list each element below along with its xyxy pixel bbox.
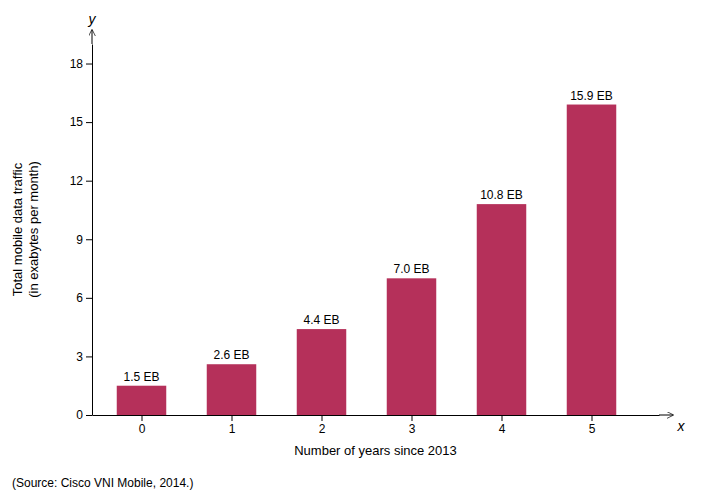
y-tick: 18: [70, 57, 92, 71]
x-tick-mark: [502, 415, 503, 421]
y-tick-label: 18: [70, 57, 84, 71]
data-labels: 1.5 EB 2.6 EB 4.4 EB 7.0 EB 10.8 EB 15.9 EB: [123, 89, 612, 384]
x-tick: 1: [229, 415, 236, 436]
y-tick-mark: [86, 298, 92, 299]
y-tick: 12: [70, 174, 92, 188]
y-tick-label: 9: [76, 233, 83, 247]
y-tick-mark: [86, 239, 92, 240]
x-tick: 5: [589, 415, 596, 436]
bar: [387, 278, 437, 415]
x-tick: 2: [319, 415, 326, 436]
x-tick: 3: [409, 415, 416, 436]
y-tick-mark: [86, 415, 92, 416]
y-tick: 9: [76, 233, 92, 247]
y-tick-label: 12: [70, 174, 84, 188]
bar: [567, 105, 617, 415]
x-tick-label: 2: [319, 422, 326, 436]
source-note: (Source: Cisco VNI Mobile, 2014.): [12, 476, 193, 490]
bar: [207, 364, 257, 415]
bars: [117, 105, 617, 415]
data-label: 4.4 EB: [303, 313, 339, 327]
bar: [117, 386, 167, 415]
x-tick: 4: [499, 415, 506, 436]
x-tick-label: 5: [589, 422, 596, 436]
bar: [477, 204, 527, 415]
y-tick-mark: [86, 356, 92, 357]
data-label: 1.5 EB: [123, 370, 159, 384]
x-tick-label: 3: [409, 422, 416, 436]
y-tick: 6: [76, 291, 92, 305]
y-axis-title: Total mobile data traffic(in exabytes pe…: [10, 161, 41, 298]
y-axis-line: [92, 45, 93, 416]
y-tick-label: 15: [70, 115, 84, 129]
x-axis-title: Number of years since 2013: [294, 443, 457, 458]
y-axis: 0 3 6 9 12 15 18: [70, 45, 93, 423]
x-tick-mark: [232, 415, 233, 421]
x-axis-arrow: [659, 415, 673, 416]
y-tick: 15: [70, 115, 92, 129]
x-tick-label: 0: [139, 422, 146, 436]
x-tick: 0: [139, 415, 146, 436]
y-tick-mark: [86, 122, 92, 123]
x-tick-mark: [142, 415, 143, 421]
y-tick: 0: [76, 408, 92, 422]
x-tick-mark: [592, 415, 593, 421]
data-label: 10.8 EB: [480, 188, 523, 202]
y-tick-mark: [86, 64, 92, 65]
data-label: 2.6 EB: [213, 348, 249, 362]
x-tick-mark: [412, 415, 413, 421]
bar: [297, 329, 347, 415]
y-axis-symbol: y: [88, 11, 97, 27]
y-tick: 3: [76, 350, 92, 364]
y-tick-label: 6: [76, 291, 83, 305]
x-tick-label: 1: [229, 422, 236, 436]
y-axis-arrow: [92, 30, 93, 44]
data-label: 15.9 EB: [570, 89, 613, 103]
x-tick-mark: [322, 415, 323, 421]
plot: 01234503691215181.5 EB2.6 EB4.4 EB7.0 EB…: [10, 11, 685, 458]
y-tick-mark: [86, 181, 92, 182]
y-tick-label: 3: [76, 350, 83, 364]
y-tick-label: 0: [76, 408, 83, 422]
x-tick-label: 4: [499, 422, 506, 436]
x-axis: 0 1 2 3 4 5: [93, 415, 660, 436]
x-axis-line: [93, 415, 660, 416]
x-axis-symbol: x: [677, 418, 686, 434]
chart: 01234503691215181.5 EB2.6 EB4.4 EB7.0 EB…: [0, 0, 703, 501]
data-label: 7.0 EB: [393, 262, 429, 276]
